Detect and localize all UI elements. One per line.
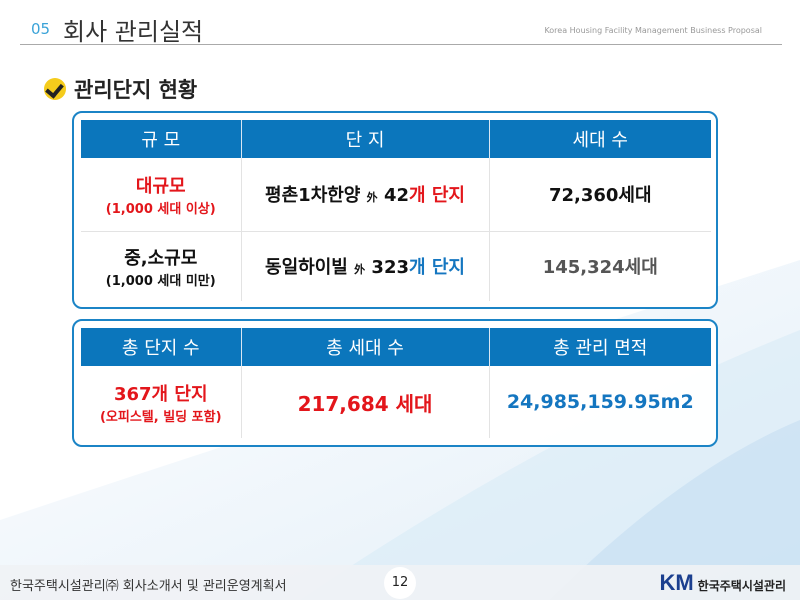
page-number: 12 [384,567,416,599]
table-row: 367개 단지 (오피스텔, 빌딩 포함) 217,684 세대 24,985,1… [81,366,711,438]
total-households: 217,684 세대 [241,366,490,438]
column-header: 세대 수 [489,120,711,158]
scale-label: 중,소규모 [124,247,198,269]
company-logo: KM 한국주택시설관리 [659,570,786,596]
total-note: (오피스텔, 빌딩 포함) [99,409,222,425]
page-subtitle: Korea Housing Facility Management Busine… [544,26,762,35]
table-row: 대규모 (1,000 세대 이상) 평촌1차한양 外 42개 단지 72,360세… [81,158,711,232]
column-header: 총 단지 수 [81,328,242,366]
check-circle-icon [44,78,66,100]
column-header: 단 지 [241,120,490,158]
header-divider [20,44,782,45]
waei-label: 外 [366,191,378,205]
footer-text: 한국주택시설관리㈜ 회사소개서 및 관리운영계획서 [10,579,287,594]
logo-name: 한국주택시설관리 [697,579,786,593]
scale-note: (1,000 세대 이상) [105,201,216,217]
column-header: 총 관리 면적 [489,328,711,366]
footer: 한국주택시설관리㈜ 회사소개서 및 관리운영계획서 12 KM 한국주택시설관리 [0,565,800,600]
total-complexes: 367개 단지 [113,383,208,405]
section-title: 관리단지 현황 [74,78,198,102]
section-number: 05 [31,20,51,38]
complex-name: 평촌1차한양 [265,185,361,207]
households: 72,360세대 [489,158,711,232]
complex-count: 42 [383,185,409,207]
scale-note: (1,000 세대 미만) [105,273,216,289]
scale-label: 대규모 [135,175,186,197]
total-area: 24,985,159.95m2 [506,391,694,413]
complex-suffix: 개 단지 [409,185,465,207]
page-title: 회사 관리실적 [63,18,204,46]
section-heading: 관리단지 현황 [44,74,197,104]
column-header: 규 모 [81,120,242,158]
households: 145,324세대 [542,257,658,279]
table-row: 중,소규모 (1,000 세대 미만) 동일하이빌 外 323개 단지 145,3… [81,231,711,301]
complex-count: 323 [371,257,409,279]
column-header: 총 세대 수 [241,328,490,366]
logo-mark: KM [659,570,694,595]
complex-name: 동일하이빌 [265,257,348,279]
complex-suffix: 개 단지 [409,257,465,279]
waei-label: 外 [354,263,366,277]
